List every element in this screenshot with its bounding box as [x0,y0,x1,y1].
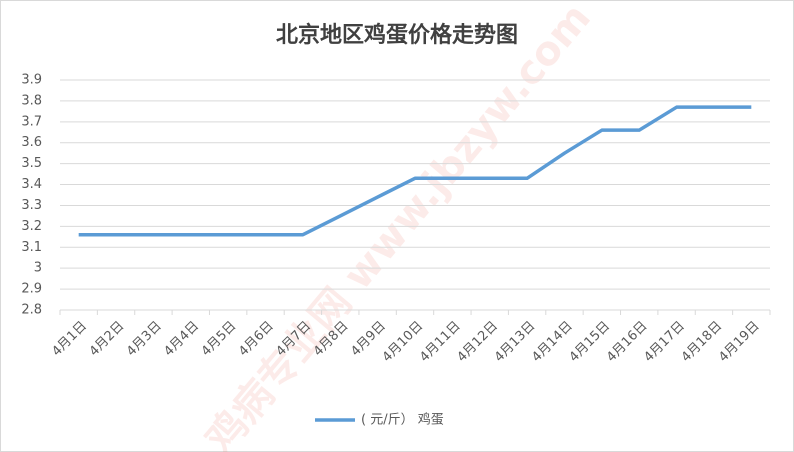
y-tick-label: 2.8 [21,303,42,318]
y-tick-label: 3.4 [21,177,42,192]
y-tick-label: 3.5 [21,156,42,171]
data-line [78,105,752,237]
y-tick-label: 2.9 [21,282,42,297]
y-tick-label: 3.7 [21,114,42,129]
y-tick-label: 3.3 [21,198,42,213]
y-tick-label: 3 [34,261,42,276]
y-tick-label: 3.6 [21,135,42,150]
y-tick-label: 3.2 [21,219,42,234]
y-tick-label: 3.1 [21,240,42,255]
chart-title: 北京地区鸡蛋价格走势图 [276,22,518,48]
legend-label: ( 元/斤） 鸡蛋 [361,412,444,428]
y-tick-label: 3.9 [21,73,42,88]
y-tick-label: 3.8 [21,93,42,108]
